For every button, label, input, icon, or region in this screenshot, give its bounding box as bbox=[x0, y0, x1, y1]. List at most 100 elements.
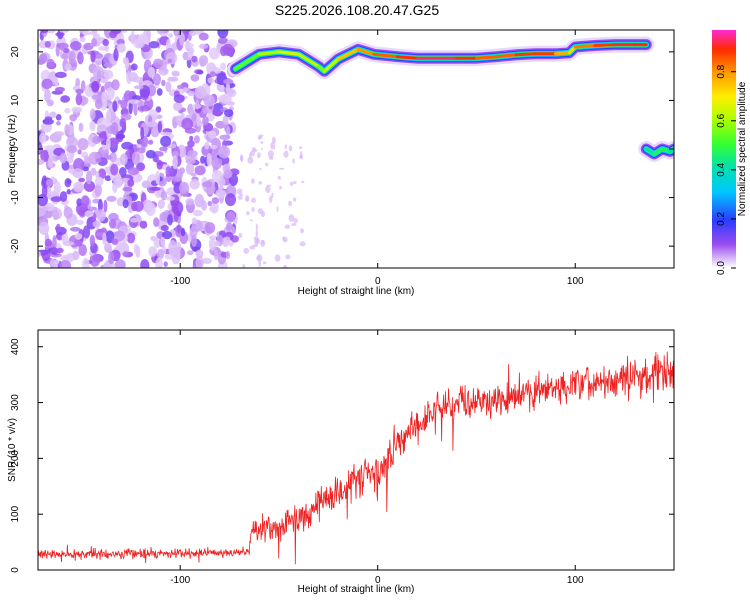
noise-speckle bbox=[276, 206, 279, 213]
colorbar-tick-label: 0.2 bbox=[716, 212, 727, 226]
noise-speckle bbox=[47, 247, 59, 255]
noise-speckle bbox=[217, 30, 229, 39]
y-tick-label: 0 bbox=[10, 567, 21, 573]
noise-speckle bbox=[49, 111, 57, 119]
noise-speckle bbox=[238, 233, 243, 238]
snr-frame bbox=[37, 329, 675, 571]
noise-speckle bbox=[79, 36, 86, 43]
noise-speckle bbox=[52, 209, 59, 221]
chart-title: S225.2026.108.20.47.G25 bbox=[274, 2, 440, 18]
noise-speckle bbox=[301, 180, 305, 184]
noise-speckle bbox=[274, 254, 281, 262]
noise-speckle bbox=[279, 185, 282, 190]
noise-speckle bbox=[156, 88, 163, 96]
snr-y-ticks: 0 100 200 300 400 bbox=[10, 338, 674, 573]
noise-speckle bbox=[49, 259, 56, 267]
ridge-core bbox=[356, 47, 376, 56]
noise-speckle bbox=[266, 184, 272, 187]
noise-speckle bbox=[240, 155, 244, 162]
noise-speckle bbox=[89, 234, 96, 247]
noise-speckle bbox=[39, 132, 47, 144]
noise-speckle bbox=[184, 42, 194, 49]
noise-speckle bbox=[268, 156, 274, 160]
snr-panel: -100 0 100 0 100 200 300 400 Height of straigh… bbox=[7, 329, 675, 595]
noise-speckle bbox=[284, 144, 287, 150]
noise-speckle bbox=[122, 251, 130, 258]
noise-speckle bbox=[150, 236, 157, 241]
noise-speckle bbox=[256, 254, 263, 262]
noise-speckle bbox=[222, 115, 229, 125]
noise-speckle bbox=[176, 224, 181, 234]
noise-speckle bbox=[299, 241, 306, 247]
noise-speckle bbox=[199, 43, 209, 50]
noise-speckle bbox=[56, 247, 64, 254]
noise-speckle bbox=[71, 106, 83, 113]
noise-speckle bbox=[182, 87, 189, 93]
noise-speckle bbox=[225, 193, 236, 207]
noise-speckle bbox=[198, 55, 209, 67]
noise-speckle bbox=[194, 165, 206, 176]
noise-speckle bbox=[257, 152, 261, 159]
noise-speckle bbox=[46, 58, 55, 69]
ridge-core bbox=[322, 57, 340, 73]
noise-speckle bbox=[196, 114, 201, 127]
noise-speckle bbox=[95, 60, 102, 66]
noise-speckle bbox=[188, 30, 197, 37]
noise-speckle bbox=[269, 195, 273, 204]
noise-speckle bbox=[277, 175, 281, 180]
noise-speckle bbox=[116, 43, 126, 53]
noise-speckle bbox=[173, 94, 185, 103]
ridge-core bbox=[475, 55, 498, 60]
noise-speckle bbox=[106, 195, 117, 202]
noise-speckle bbox=[82, 257, 90, 268]
noise-speckle bbox=[145, 121, 158, 128]
noise-speckle bbox=[167, 214, 173, 226]
y-tick-label: 400 bbox=[10, 338, 21, 355]
noise-speckle bbox=[133, 102, 138, 116]
noise-speckle bbox=[191, 55, 198, 63]
noise-speckle bbox=[94, 176, 104, 186]
noise-speckle bbox=[168, 33, 174, 38]
noise-speckle bbox=[119, 118, 127, 128]
noise-speckle bbox=[270, 142, 274, 150]
noise-speckle bbox=[44, 116, 53, 121]
noise-speckle bbox=[78, 177, 85, 183]
noise-speckle bbox=[288, 214, 295, 222]
noise-speckle bbox=[63, 206, 73, 219]
noise-speckle bbox=[190, 74, 200, 82]
noise-speckle bbox=[44, 89, 51, 103]
noise-speckle bbox=[165, 196, 176, 201]
noise-speckle bbox=[200, 155, 206, 164]
noise-speckle bbox=[63, 47, 70, 54]
noise-speckle bbox=[91, 94, 102, 100]
noise-speckle bbox=[225, 125, 231, 138]
noise-speckle bbox=[262, 261, 267, 265]
ridge-core bbox=[277, 50, 301, 56]
noise-speckle bbox=[112, 181, 118, 194]
noise-speckle bbox=[167, 58, 173, 64]
noise-speckle bbox=[288, 145, 293, 152]
noise-speckle bbox=[77, 149, 82, 155]
noise-speckle bbox=[196, 70, 204, 75]
noise-speckle bbox=[271, 136, 276, 145]
noise-speckle bbox=[103, 62, 113, 68]
noise-speckle bbox=[121, 30, 128, 34]
noise-speckle bbox=[189, 135, 194, 141]
snr-plot-area bbox=[38, 330, 674, 570]
noise-speckle bbox=[260, 239, 265, 244]
ridge-core bbox=[593, 43, 617, 47]
noise-speckle bbox=[166, 52, 178, 65]
noise-speckle bbox=[159, 146, 168, 152]
noise-speckle bbox=[171, 251, 181, 265]
noise-speckle bbox=[133, 201, 144, 212]
noise-speckle bbox=[60, 255, 71, 262]
noise-speckle bbox=[260, 141, 264, 144]
noise-speckle bbox=[82, 225, 91, 239]
colorbar-ticks: 0.0 0.2 0.4 0.6 0.8 bbox=[716, 64, 736, 275]
noise-speckle bbox=[211, 156, 223, 170]
ridge-core bbox=[554, 51, 571, 56]
noise-speckle bbox=[201, 257, 212, 264]
noise-speckle bbox=[53, 181, 61, 195]
ridge-core bbox=[336, 47, 360, 61]
